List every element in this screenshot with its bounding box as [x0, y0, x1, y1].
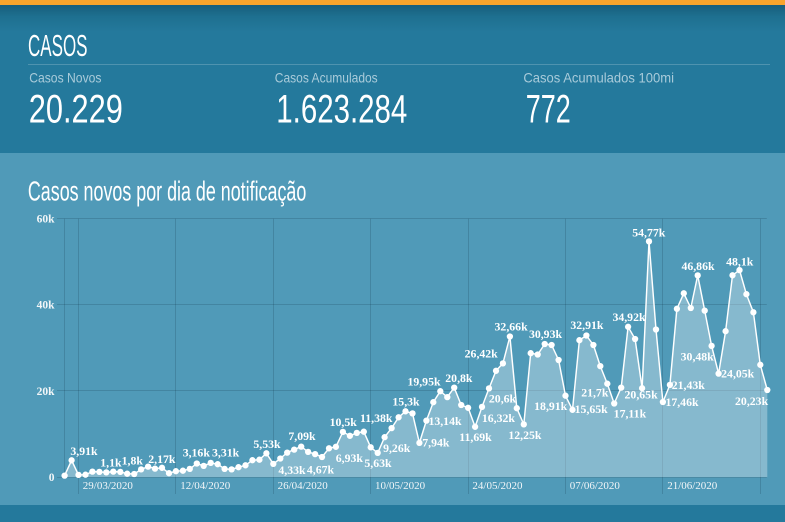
svg-text:3,16k: 3,16k — [183, 446, 211, 460]
svg-text:19,95k: 19,95k — [407, 375, 441, 389]
svg-text:07/06/2020: 07/06/2020 — [570, 480, 621, 492]
svg-text:20.229: 20.229 — [29, 87, 123, 131]
svg-text:26/04/2020: 26/04/2020 — [278, 480, 329, 492]
svg-text:32,66k: 32,66k — [495, 319, 529, 333]
svg-text:20k: 20k — [37, 386, 56, 398]
svg-text:5,63k: 5,63k — [364, 456, 392, 470]
svg-text:20,8k: 20,8k — [445, 371, 473, 385]
svg-text:21,43k: 21,43k — [672, 378, 706, 392]
svg-text:21/06/2020: 21/06/2020 — [667, 480, 718, 492]
svg-text:Casos Acumulados 100mi: Casos Acumulados 100mi — [523, 69, 674, 85]
svg-text:4,33k: 4,33k — [278, 463, 306, 477]
svg-text:30,93k: 30,93k — [529, 327, 563, 341]
svg-text:40k: 40k — [37, 300, 56, 312]
svg-text:17,46k: 17,46k — [665, 395, 699, 409]
svg-text:3,91k: 3,91k — [70, 444, 98, 458]
svg-text:17,11k: 17,11k — [614, 407, 647, 421]
svg-text:10,5k: 10,5k — [330, 415, 358, 429]
svg-text:46,86k: 46,86k — [681, 259, 715, 273]
svg-text:32,91k: 32,91k — [570, 318, 604, 332]
svg-text:3,31k: 3,31k — [212, 446, 240, 460]
svg-text:54,77k: 54,77k — [632, 225, 666, 239]
svg-text:1,8k: 1,8k — [122, 454, 144, 468]
svg-text:24,05k: 24,05k — [721, 367, 755, 381]
svg-text:15,65k: 15,65k — [575, 402, 609, 416]
svg-text:13,14k: 13,14k — [428, 414, 462, 428]
svg-text:24/05/2020: 24/05/2020 — [472, 480, 523, 492]
svg-text:12/04/2020: 12/04/2020 — [180, 480, 231, 492]
svg-text:10/05/2020: 10/05/2020 — [375, 480, 426, 492]
svg-text:12,25k: 12,25k — [508, 428, 542, 442]
svg-text:0: 0 — [49, 472, 55, 484]
svg-text:772: 772 — [526, 87, 571, 131]
svg-text:4,67k: 4,67k — [307, 463, 335, 477]
svg-text:15,3k: 15,3k — [392, 394, 420, 408]
svg-text:7,94k: 7,94k — [422, 436, 450, 450]
svg-text:Casos Acumulados: Casos Acumulados — [275, 69, 378, 85]
svg-text:5,53k: 5,53k — [253, 437, 281, 451]
svg-text:Casos Novos: Casos Novos — [29, 69, 101, 85]
svg-text:1.623.284: 1.623.284 — [276, 87, 407, 131]
svg-text:26,42k: 26,42k — [465, 347, 499, 361]
svg-text:48,1k: 48,1k — [726, 255, 754, 269]
svg-text:11,69k: 11,69k — [459, 430, 492, 444]
svg-text:29/03/2020: 29/03/2020 — [83, 480, 134, 492]
svg-text:7,09k: 7,09k — [288, 429, 316, 443]
svg-text:6,93k: 6,93k — [336, 451, 364, 465]
svg-text:21,7k: 21,7k — [581, 386, 609, 400]
svg-text:9,26k: 9,26k — [383, 441, 411, 455]
svg-text:20,23k: 20,23k — [735, 394, 769, 408]
svg-text:2,17k: 2,17k — [148, 452, 176, 466]
svg-text:11,38k: 11,38k — [360, 411, 393, 425]
svg-text:18,91k: 18,91k — [534, 399, 568, 413]
svg-text:30,48k: 30,48k — [681, 350, 715, 364]
svg-text:60k: 60k — [37, 214, 56, 226]
svg-text:CASOS: CASOS — [28, 28, 88, 63]
svg-text:34,92k: 34,92k — [612, 310, 646, 324]
svg-text:Casos novos por dia de notific: Casos novos por dia de notificação — [28, 175, 306, 206]
svg-text:16,32k: 16,32k — [482, 411, 516, 425]
svg-text:20,6k: 20,6k — [489, 392, 517, 406]
svg-text:1,1k: 1,1k — [100, 456, 122, 470]
svg-text:20,65k: 20,65k — [625, 388, 659, 402]
